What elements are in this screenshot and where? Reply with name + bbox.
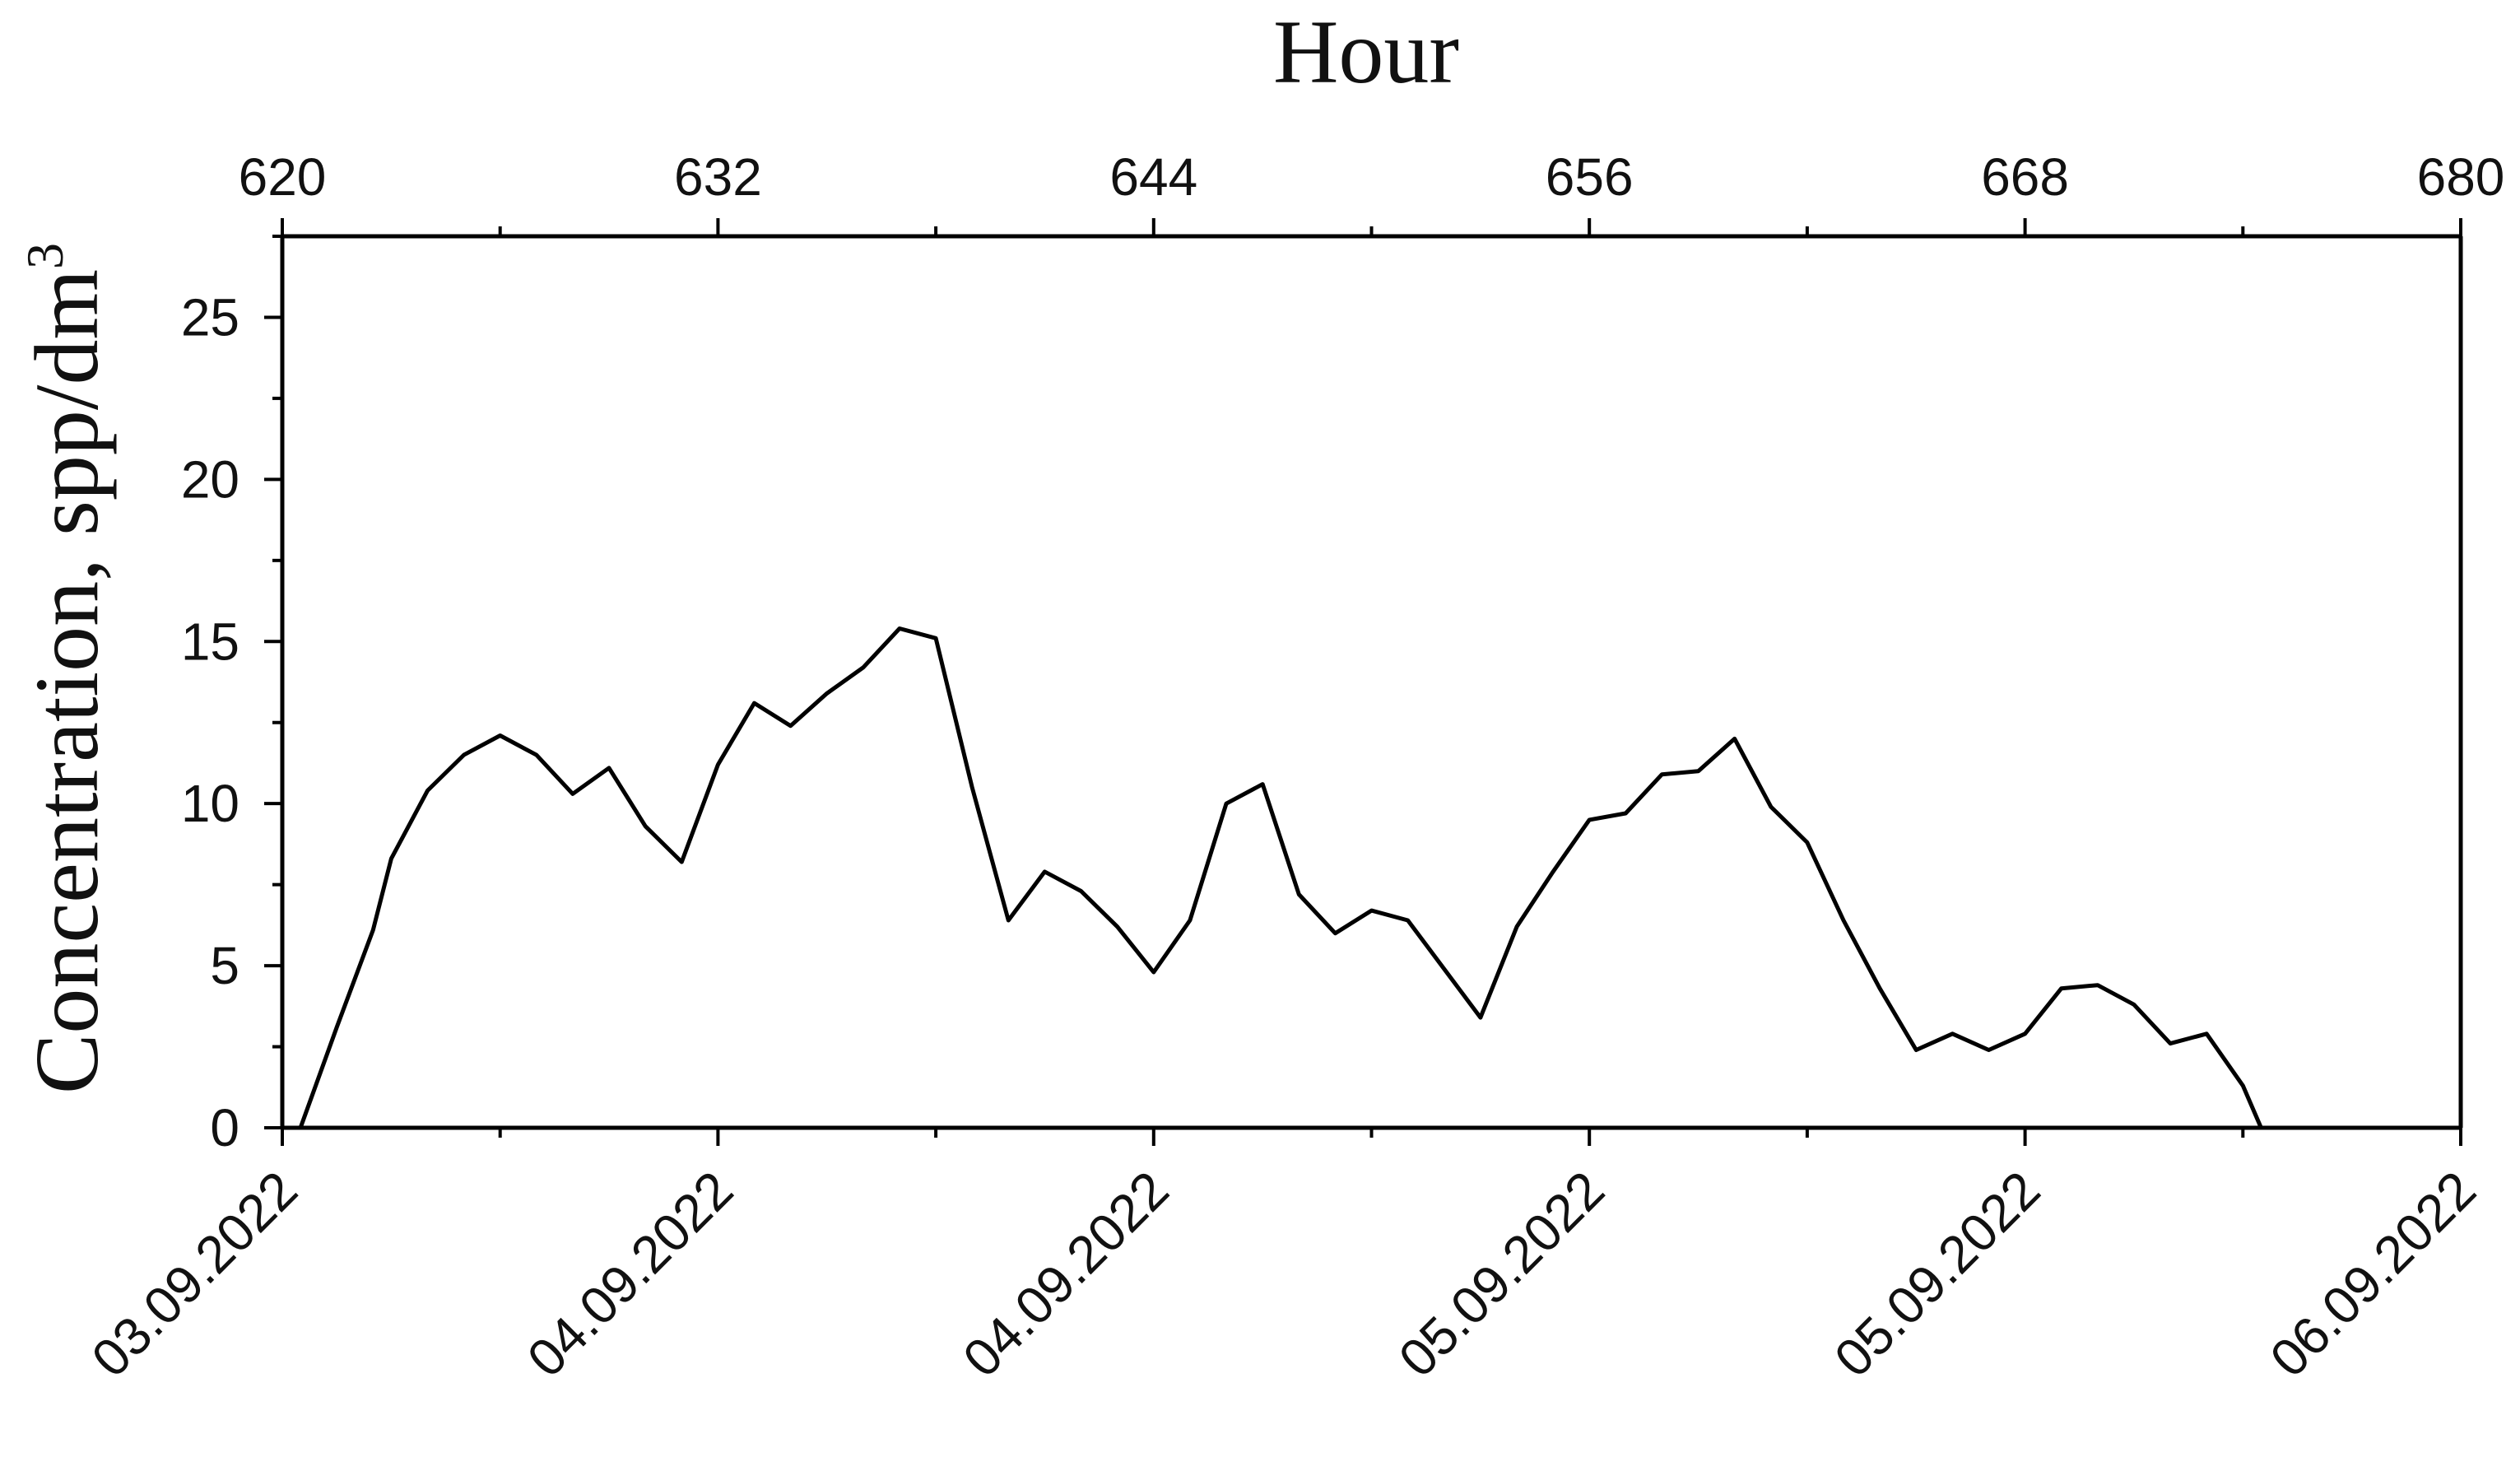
data-point — [608, 767, 610, 769]
data-point — [463, 754, 465, 756]
data-point — [1625, 812, 1626, 814]
series-line — [298, 626, 2263, 1129]
top-tick-label: 680 — [2417, 147, 2505, 207]
data-point — [1407, 920, 1409, 921]
data-point — [2133, 1003, 2135, 1005]
data-point — [427, 789, 428, 791]
y-axis-label: Concentration, spp/dm3 — [16, 243, 117, 1094]
data-point — [935, 637, 937, 639]
bottom-tick-label: 04.09.2022 — [951, 1160, 1179, 1388]
data-point — [1262, 784, 1263, 785]
y-tick-label: 15 — [181, 612, 239, 671]
data-point — [2260, 1127, 2262, 1129]
data-point — [1480, 1017, 1481, 1018]
data-point — [1806, 841, 1808, 843]
top-tick-label: 632 — [674, 147, 762, 207]
top-tick-label: 668 — [1981, 147, 2069, 207]
y-tick-label: 0 — [210, 1098, 239, 1157]
data-point — [300, 1127, 301, 1129]
data-point — [862, 667, 864, 668]
data-point — [1007, 920, 1009, 921]
tick-labels: 620 03.09.2022 632 04.09.2022 644 04.09.2022 6… — [80, 147, 2504, 1388]
data-point — [1044, 871, 1045, 873]
top-axis-label: Hour — [1273, 2, 1459, 102]
bottom-tick-label: 03.09.2022 — [80, 1160, 308, 1388]
data-point — [1770, 806, 1772, 808]
data-point — [1334, 933, 1336, 934]
top-tick-label: 620 — [239, 147, 327, 207]
y-axis-label-main: Concentration, spp/dm — [16, 269, 117, 1094]
data-point — [1879, 988, 1881, 989]
bottom-tick-label: 05.09.2022 — [1388, 1160, 1616, 1388]
data-point — [2169, 1043, 2171, 1045]
data-point — [971, 787, 973, 788]
data-point — [1734, 738, 1736, 739]
data-point — [1225, 803, 1227, 804]
series-layer — [298, 626, 2263, 1129]
data-point — [2061, 988, 2062, 989]
data-point — [372, 929, 374, 931]
data-point — [536, 754, 537, 756]
data-point — [1588, 819, 1590, 821]
top-tick-label: 644 — [1109, 147, 1197, 207]
data-point — [1298, 894, 1300, 895]
data-point — [1951, 1033, 1953, 1035]
data-point — [1516, 926, 1518, 928]
y-tick-label: 10 — [181, 774, 239, 833]
data-point — [1117, 926, 1118, 928]
data-point — [1371, 910, 1372, 911]
top-tick-label: 656 — [1546, 147, 1634, 207]
bottom-tick-label: 04.09.2022 — [516, 1160, 744, 1388]
y-tick-label: 5 — [210, 936, 239, 995]
data-point — [2206, 1033, 2207, 1035]
data-point — [1552, 871, 1554, 873]
y-tick-label: 25 — [181, 287, 239, 347]
bottom-tick-label: 06.09.2022 — [2258, 1160, 2486, 1388]
data-point — [754, 702, 755, 704]
data-point — [1189, 920, 1191, 921]
y-axis-label-superscript: 3 — [16, 243, 74, 269]
data-point — [681, 861, 682, 863]
data-point — [790, 725, 792, 727]
bottom-tick-label: 05.09.2022 — [1823, 1160, 2051, 1388]
tick-marks — [264, 218, 2462, 1146]
data-point — [1153, 971, 1155, 973]
y-tick-label: 20 — [181, 449, 239, 509]
plot-frame — [280, 234, 2463, 1130]
data-point — [826, 692, 828, 694]
